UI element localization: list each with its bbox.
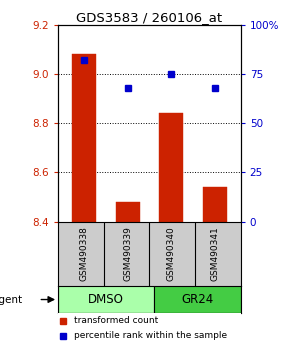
Title: GDS3583 / 260106_at: GDS3583 / 260106_at: [76, 11, 222, 24]
Text: agent: agent: [0, 295, 22, 304]
Bar: [154, 286, 241, 313]
Text: percentile rank within the sample: percentile rank within the sample: [75, 331, 228, 340]
Text: DMSO: DMSO: [88, 293, 124, 306]
Text: transformed count: transformed count: [75, 316, 159, 325]
Text: GSM490338: GSM490338: [79, 227, 89, 281]
Text: GSM490340: GSM490340: [166, 227, 176, 281]
Bar: [58, 286, 154, 313]
Bar: [116, 202, 139, 222]
Bar: [203, 187, 226, 222]
Bar: [72, 54, 96, 222]
Bar: [159, 113, 183, 222]
Text: GSM490339: GSM490339: [123, 227, 132, 281]
Text: GSM490341: GSM490341: [210, 227, 219, 281]
Text: GR24: GR24: [181, 293, 213, 306]
